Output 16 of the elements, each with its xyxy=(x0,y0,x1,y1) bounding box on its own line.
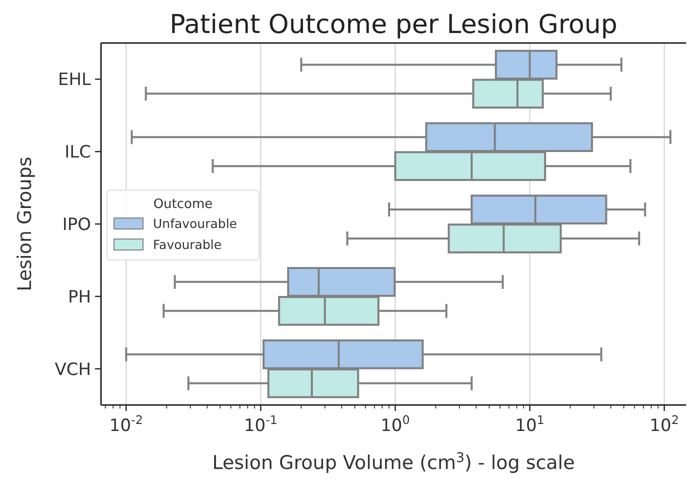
legend-label: Unfavourable xyxy=(153,216,238,231)
y-axis-title: Lesion Groups xyxy=(14,156,36,292)
x-tick-label: 10$^{0}$ xyxy=(380,413,410,436)
y-tick-label: PH xyxy=(68,287,91,308)
y-tick-label: ILC xyxy=(64,142,91,163)
legend-title: Outcome xyxy=(153,197,213,212)
y-tick-label: IPO xyxy=(62,214,91,235)
legend-label: Favourable xyxy=(153,237,222,252)
x-tick-label: 10$^{-1}$ xyxy=(244,413,278,436)
x-axis-title: Lesion Group Volume (cm$^{3}$) - log scale xyxy=(212,450,575,474)
x-tick-label: 10$^{1}$ xyxy=(515,413,544,436)
y-tick-label: VCH xyxy=(54,360,91,380)
x-tick-label: 10$^{-2}$ xyxy=(109,413,143,436)
chart-title: Patient Outcome per Lesion Group xyxy=(170,10,618,40)
x-tick-label: 10$^{2}$ xyxy=(650,413,679,436)
y-tick-label: EHL xyxy=(58,70,92,90)
